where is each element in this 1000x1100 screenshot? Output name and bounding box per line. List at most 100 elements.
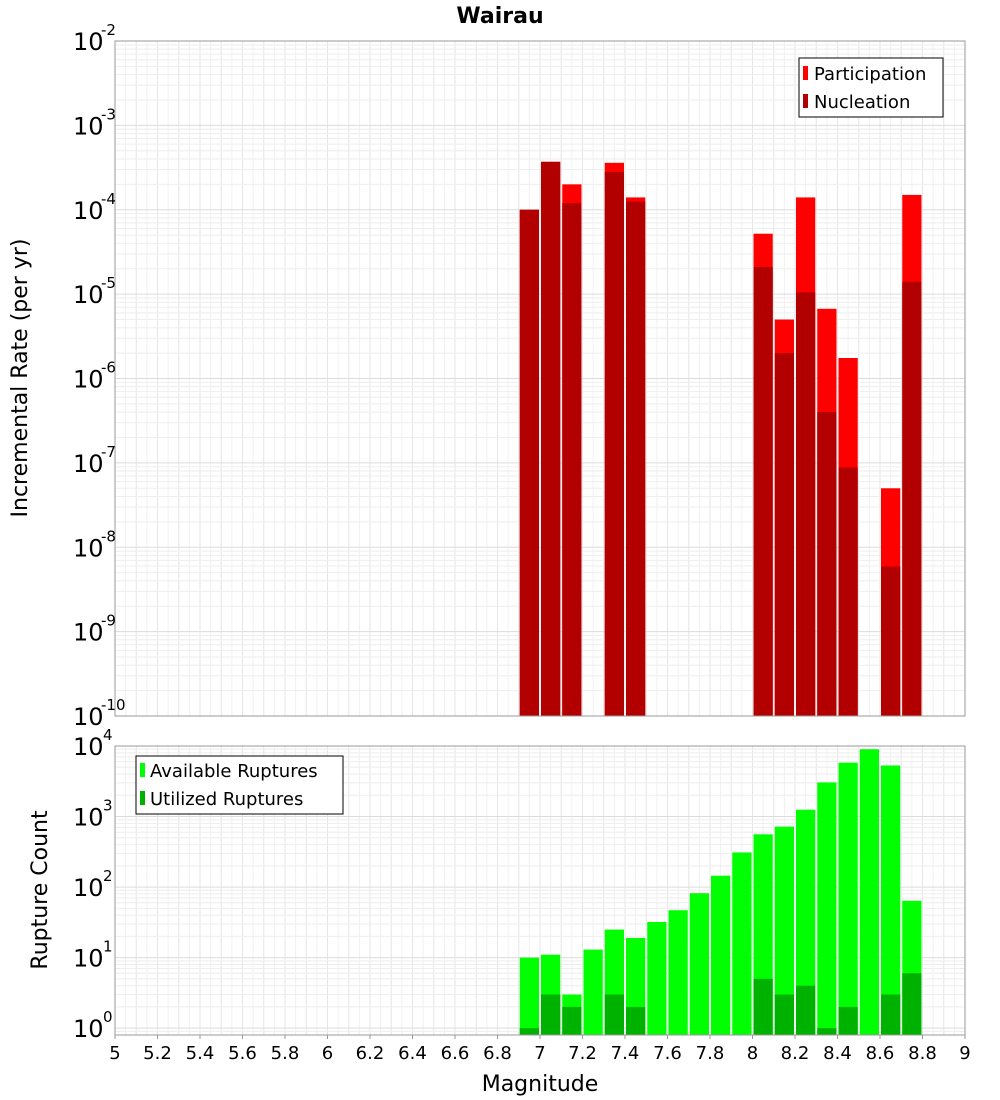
y-tick-exponent: -8 — [101, 527, 116, 545]
legend-label-nucleation: Nucleation — [814, 92, 910, 113]
top-legend: Participation Nucleation — [798, 57, 944, 118]
count-bar-a — [519, 957, 539, 1035]
top-plot-bars — [519, 161, 922, 717]
x-tick-label: 5.6 — [228, 1043, 257, 1064]
x-tick-labels: 5 5.2 5.4 5.6 5.8 6 6.2 6.4 6.6 6.8 7 7.2 7.4 7.6 7.8 8… — [109, 1035, 971, 1064]
top-plot-frame — [114, 40, 966, 717]
count-bar-b — [817, 1028, 837, 1035]
rate-bar-b — [774, 353, 794, 716]
legend-label-participation: Participation — [814, 64, 926, 85]
count-bar-a — [647, 921, 667, 1035]
x-tick-label: 8.6 — [866, 1043, 895, 1064]
count-bar-a — [711, 875, 731, 1035]
x-tick-label: 8.8 — [908, 1043, 937, 1064]
rate-bar-b — [817, 412, 837, 716]
x-tick-label: 7.4 — [611, 1043, 640, 1064]
chart-title: Wairau — [456, 4, 543, 29]
y-tick-label: 10 — [73, 450, 104, 478]
y-tick-exponent: 3 — [103, 797, 113, 815]
count-bar-b — [562, 1006, 582, 1035]
y-tick-exponent: -2 — [101, 21, 116, 39]
y-tick-exponent: -4 — [101, 190, 116, 208]
x-tick-label: 5 — [109, 1043, 120, 1064]
y-tick-exponent: 0 — [103, 1008, 113, 1026]
y-tick-label: 10 — [73, 197, 104, 225]
y-tick-label: 10 — [73, 945, 104, 973]
count-bar-a — [881, 765, 901, 1035]
rate-bar-b — [753, 266, 773, 716]
count-bar-b — [626, 1006, 646, 1035]
y-tick-label: 10 — [73, 703, 104, 731]
rate-bar-b — [902, 281, 922, 716]
bottom-legend: Available Ruptures Utilized Ruptures — [135, 755, 344, 815]
y-tick-exponent: 4 — [103, 726, 113, 744]
y-tick-exponent: 1 — [103, 938, 113, 956]
x-tick-label: 6.6 — [441, 1043, 470, 1064]
count-bar-a — [817, 782, 837, 1035]
count-bar-b — [881, 994, 901, 1035]
count-bar-b — [902, 973, 922, 1035]
y-tick-exponent: 2 — [103, 867, 113, 885]
legend-swatch-nucleation — [803, 94, 808, 108]
y-tick-exponent: -9 — [101, 612, 116, 630]
x-tick-label: 6.8 — [483, 1043, 512, 1064]
y-tick-label: 10 — [73, 733, 104, 761]
count-bar-b — [796, 985, 816, 1035]
count-bar-a — [796, 809, 816, 1035]
count-bar-a — [838, 762, 858, 1035]
bottom-plot-bars — [519, 749, 922, 1035]
legend-swatch-utilized — [140, 791, 145, 805]
x-tick-label: 8.2 — [781, 1043, 810, 1064]
legend-swatch-participation — [803, 66, 808, 80]
x-tick-label: 7.8 — [696, 1043, 725, 1064]
x-tick-label: 9 — [959, 1043, 970, 1064]
count-bar-a — [774, 826, 794, 1035]
count-bar-a — [668, 910, 688, 1035]
y-tick-label: 10 — [73, 534, 104, 562]
count-bar-b — [838, 1006, 858, 1035]
rate-bar-b — [519, 209, 539, 716]
y-tick-label: 10 — [73, 28, 104, 56]
count-bar-a — [732, 852, 752, 1035]
rate-bar-b — [838, 467, 858, 716]
x-tick-label: 6.2 — [356, 1043, 385, 1064]
y-tick-exponent: -6 — [101, 359, 116, 377]
y-tick-label: 10 — [73, 874, 104, 902]
x-tick-label: 7 — [534, 1043, 545, 1064]
x-tick-label: 5.4 — [186, 1043, 215, 1064]
rate-bar-b — [626, 201, 646, 716]
y-tick-exponent: -7 — [101, 443, 116, 461]
y-tick-exponent: -3 — [101, 105, 116, 123]
count-bar-b — [753, 978, 773, 1035]
count-bar-a — [859, 749, 879, 1035]
rate-bar-b — [562, 203, 582, 716]
x-tick-label: 6.4 — [398, 1043, 427, 1064]
count-bar-b — [604, 994, 624, 1035]
legend-label-available: Available Ruptures — [150, 761, 318, 782]
legend-swatch-available — [140, 763, 145, 777]
rate-bar-b — [881, 566, 901, 716]
count-bar-a — [689, 893, 709, 1035]
y-tick-label: 10 — [73, 1015, 104, 1043]
y-tick-label: 10 — [73, 112, 104, 140]
count-bar-b — [541, 994, 561, 1035]
x-tick-label: 5.8 — [271, 1043, 300, 1064]
x-tick-label: 7.6 — [653, 1043, 682, 1064]
top-y-axis-title: Incremental Rate (per yr) — [8, 239, 33, 518]
x-axis-title: Magnitude — [482, 1072, 599, 1097]
rate-bar-b — [541, 161, 561, 716]
y-tick-exponent: -10 — [101, 696, 126, 714]
count-bar-a — [583, 949, 603, 1035]
y-tick-label: 10 — [73, 366, 104, 394]
count-bar-b — [519, 1028, 539, 1035]
x-tick-label: 7.2 — [568, 1043, 597, 1064]
y-tick-exponent: -5 — [101, 274, 116, 292]
count-bar-b — [774, 994, 794, 1035]
y-tick-label: 10 — [73, 804, 104, 832]
x-tick-label: 5.2 — [143, 1043, 172, 1064]
x-tick-label: 8.4 — [823, 1043, 852, 1064]
x-tick-label: 6 — [322, 1043, 333, 1064]
